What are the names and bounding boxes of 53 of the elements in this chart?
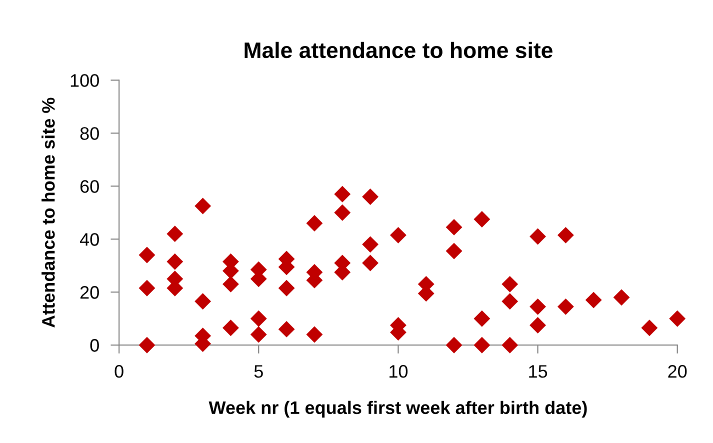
point <box>138 246 156 264</box>
x-tick-label: 5 <box>254 365 263 378</box>
point <box>222 276 239 292</box>
point <box>446 218 462 236</box>
point <box>306 215 323 232</box>
point <box>585 292 602 308</box>
x-tick-label: 10 <box>390 365 408 378</box>
point <box>250 326 267 343</box>
y-tick-label: 80 <box>80 127 99 140</box>
point <box>557 298 574 315</box>
point <box>362 254 379 272</box>
point <box>166 226 184 242</box>
point <box>474 310 490 327</box>
point <box>362 188 379 205</box>
x-tick-label: 15 <box>529 365 548 378</box>
point <box>669 310 686 327</box>
point <box>502 336 518 354</box>
point <box>138 336 156 354</box>
point <box>530 317 546 334</box>
point <box>334 186 351 202</box>
point <box>278 320 295 338</box>
y-tick-label: 60 <box>80 180 99 193</box>
point <box>557 226 574 244</box>
x-tick-label: 20 <box>668 365 687 378</box>
point <box>362 236 379 253</box>
chart-title: Male attendance to home site <box>244 42 552 58</box>
x-axis-title: Week nr (1 equals first week after birth date) <box>208 400 587 418</box>
y-tick-label: 0 <box>90 339 99 352</box>
y-tick-label: 20 <box>80 286 99 299</box>
point <box>530 298 546 315</box>
point <box>334 204 351 221</box>
point <box>446 336 462 354</box>
point <box>194 293 212 310</box>
point <box>613 289 630 306</box>
point <box>474 211 490 228</box>
point <box>502 293 518 310</box>
point <box>166 253 184 270</box>
point <box>306 326 323 343</box>
point <box>390 226 406 244</box>
y-tick-label: 100 <box>70 74 99 87</box>
point <box>641 320 658 336</box>
point <box>278 280 295 296</box>
point <box>222 320 239 336</box>
point <box>502 276 518 292</box>
point <box>138 280 156 296</box>
point <box>194 198 212 214</box>
point <box>446 242 462 260</box>
y-tick-label: 40 <box>80 233 99 246</box>
point <box>530 228 546 245</box>
y-axis-title: Attendance to home site % <box>42 98 55 328</box>
point <box>250 310 267 327</box>
x-tick-label: 0 <box>114 365 124 378</box>
point <box>474 336 490 354</box>
